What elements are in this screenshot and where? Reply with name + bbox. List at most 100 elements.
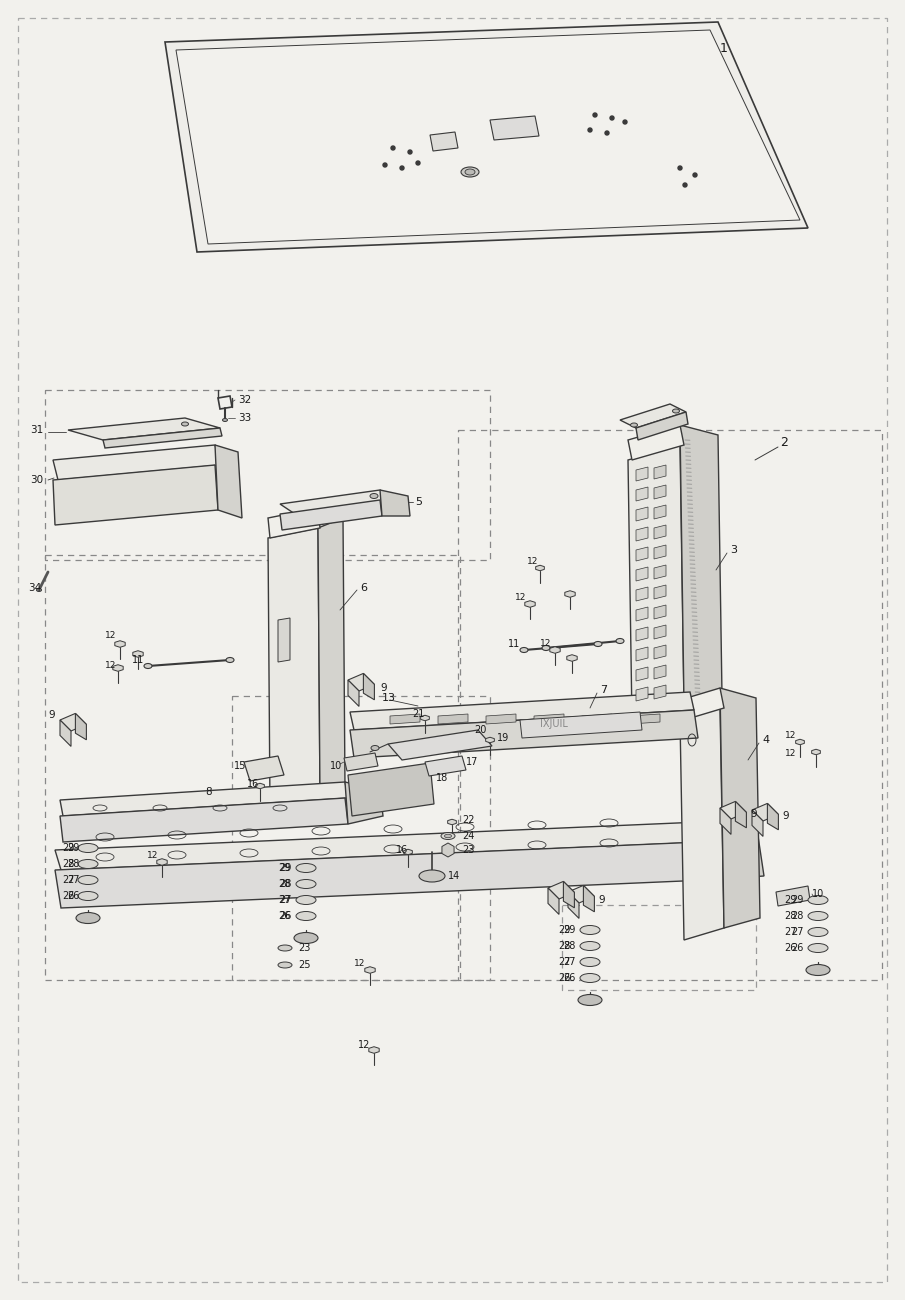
Circle shape: [391, 146, 395, 150]
Text: 24: 24: [462, 831, 474, 841]
Polygon shape: [636, 627, 648, 641]
Ellipse shape: [441, 832, 455, 840]
Polygon shape: [567, 655, 577, 662]
Text: 9: 9: [48, 710, 55, 720]
Polygon shape: [636, 488, 648, 500]
Ellipse shape: [578, 994, 602, 1005]
Ellipse shape: [419, 870, 445, 881]
Text: 26: 26: [68, 891, 80, 901]
Text: 23: 23: [462, 845, 474, 855]
Circle shape: [693, 173, 697, 177]
Ellipse shape: [594, 641, 602, 646]
Polygon shape: [369, 1046, 379, 1053]
Ellipse shape: [278, 962, 292, 968]
Polygon shape: [380, 490, 410, 516]
Polygon shape: [438, 714, 468, 724]
Ellipse shape: [78, 875, 98, 884]
Polygon shape: [60, 798, 348, 842]
Text: 12: 12: [105, 660, 117, 670]
Text: 9: 9: [782, 811, 788, 822]
Polygon shape: [60, 783, 348, 816]
Polygon shape: [430, 133, 458, 151]
Polygon shape: [53, 465, 218, 525]
Polygon shape: [60, 714, 86, 731]
Text: 13: 13: [382, 693, 396, 703]
Ellipse shape: [520, 647, 528, 653]
Text: 12: 12: [785, 750, 796, 758]
Polygon shape: [636, 547, 648, 562]
Ellipse shape: [36, 589, 42, 592]
Ellipse shape: [78, 844, 98, 853]
Polygon shape: [390, 714, 420, 724]
Circle shape: [593, 113, 597, 117]
Text: 3: 3: [730, 545, 737, 555]
Circle shape: [588, 127, 592, 133]
Polygon shape: [565, 590, 576, 597]
Circle shape: [623, 120, 627, 124]
Text: 5: 5: [415, 497, 422, 507]
Polygon shape: [654, 604, 666, 619]
Polygon shape: [720, 809, 731, 835]
Text: 12: 12: [354, 959, 366, 968]
Polygon shape: [280, 500, 382, 530]
Polygon shape: [795, 740, 805, 745]
Polygon shape: [568, 892, 579, 918]
Ellipse shape: [542, 646, 550, 650]
Polygon shape: [628, 445, 684, 720]
Text: 7: 7: [600, 685, 607, 696]
Text: 20: 20: [474, 725, 486, 734]
Polygon shape: [364, 673, 375, 699]
Text: 28: 28: [784, 911, 796, 920]
Polygon shape: [654, 645, 666, 659]
Polygon shape: [564, 881, 575, 907]
Polygon shape: [256, 783, 264, 789]
Polygon shape: [620, 404, 686, 428]
Polygon shape: [654, 504, 666, 519]
Text: 9: 9: [380, 682, 386, 693]
Text: 29: 29: [784, 894, 796, 905]
Text: 29: 29: [68, 842, 80, 853]
Polygon shape: [344, 753, 378, 771]
Text: 16: 16: [396, 845, 408, 855]
Text: 12: 12: [105, 632, 117, 641]
Polygon shape: [680, 688, 724, 720]
Text: 10: 10: [330, 760, 342, 771]
Polygon shape: [654, 625, 666, 640]
Circle shape: [416, 161, 420, 165]
Polygon shape: [348, 680, 359, 706]
Ellipse shape: [808, 896, 828, 905]
Text: 12: 12: [785, 732, 796, 741]
Text: 29: 29: [558, 926, 570, 935]
Text: 28: 28: [278, 879, 291, 889]
Polygon shape: [215, 445, 242, 517]
Polygon shape: [636, 686, 648, 701]
Ellipse shape: [806, 965, 830, 975]
Polygon shape: [654, 566, 666, 578]
Ellipse shape: [465, 169, 475, 176]
Polygon shape: [654, 585, 666, 599]
Polygon shape: [244, 757, 284, 781]
Text: 30: 30: [30, 474, 43, 485]
Text: 22: 22: [462, 815, 474, 826]
Text: 29: 29: [564, 926, 576, 935]
Ellipse shape: [580, 926, 600, 935]
Text: 32: 32: [238, 395, 252, 406]
Text: 17: 17: [466, 757, 479, 767]
Text: 12: 12: [527, 558, 538, 567]
Text: 28: 28: [280, 879, 292, 889]
Polygon shape: [53, 445, 220, 480]
Polygon shape: [165, 22, 808, 252]
Polygon shape: [490, 116, 539, 140]
Text: 1: 1: [720, 42, 728, 55]
Polygon shape: [113, 664, 123, 671]
Text: 27: 27: [62, 875, 74, 885]
Polygon shape: [548, 881, 575, 900]
Text: 18: 18: [436, 774, 448, 783]
Polygon shape: [60, 720, 71, 746]
Polygon shape: [421, 715, 429, 720]
Ellipse shape: [444, 835, 452, 837]
Polygon shape: [636, 607, 648, 621]
Polygon shape: [680, 708, 724, 940]
Ellipse shape: [808, 944, 828, 953]
Text: 26: 26: [784, 942, 796, 953]
